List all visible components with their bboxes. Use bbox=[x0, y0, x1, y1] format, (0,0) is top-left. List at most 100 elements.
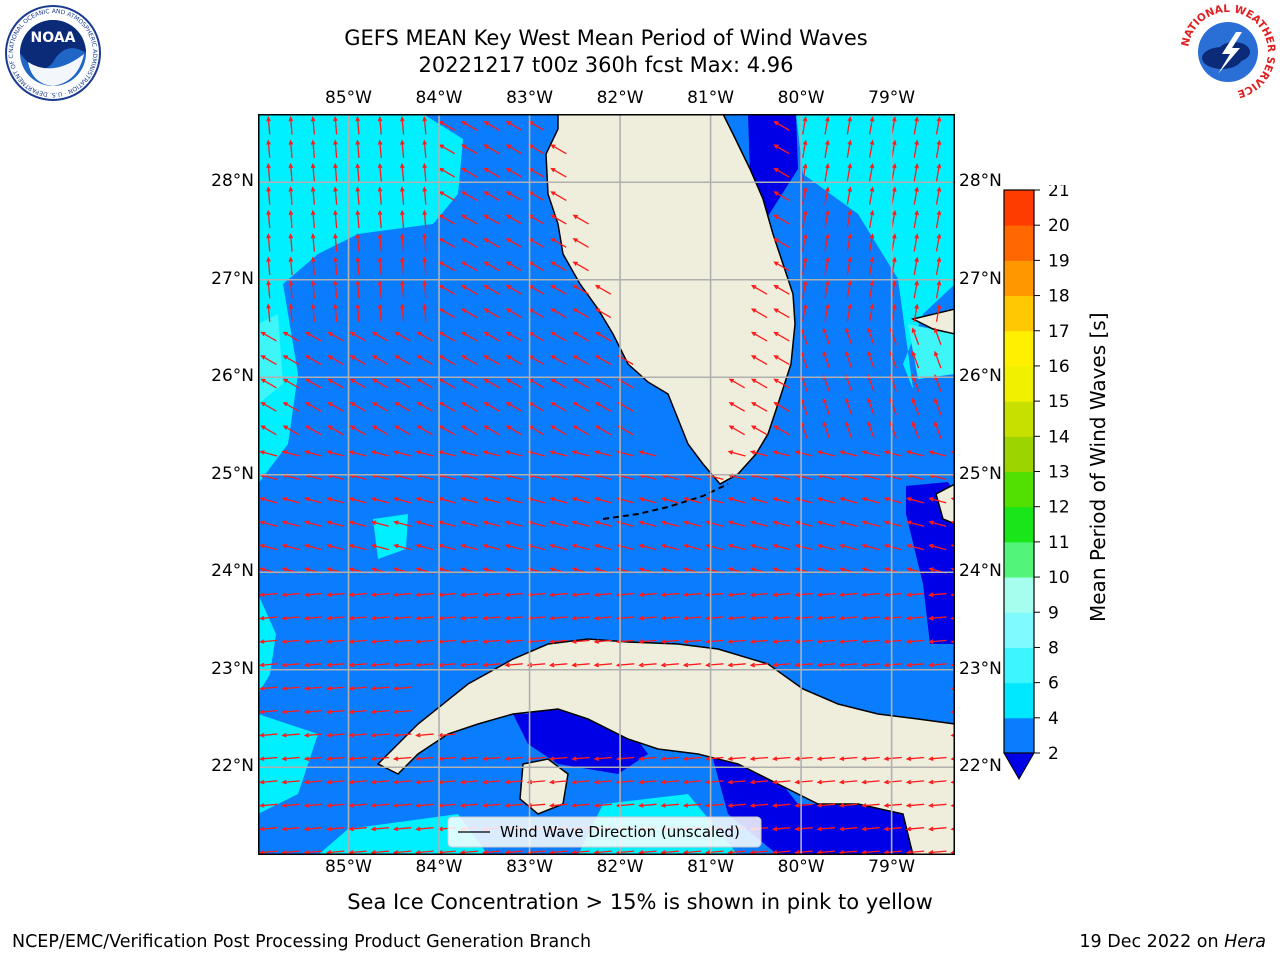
colorbar-segment bbox=[1004, 541, 1034, 578]
wave-direction-arrow bbox=[867, 350, 875, 369]
wave-direction-arrow bbox=[771, 615, 791, 621]
lat-tick-label: 28°N bbox=[211, 171, 254, 192]
wave-direction-arrow bbox=[392, 686, 412, 691]
lat-tick-label: 25°N bbox=[959, 463, 1002, 484]
wave-direction-arrow bbox=[325, 709, 345, 715]
wave-direction-arrow bbox=[288, 139, 294, 158]
wave-direction-arrow bbox=[861, 615, 880, 621]
wave-direction-arrow bbox=[370, 662, 390, 668]
wave-direction-arrow bbox=[548, 592, 568, 598]
wave-direction-arrow bbox=[377, 209, 383, 229]
wave-direction-arrow bbox=[728, 378, 745, 389]
wave-direction-arrow bbox=[883, 520, 902, 527]
wave-direction-arrow bbox=[905, 662, 925, 668]
wave-direction-arrow bbox=[266, 256, 271, 276]
wave-direction-arrow bbox=[504, 450, 523, 457]
wave-direction-arrow bbox=[868, 303, 875, 322]
wave-direction-arrow bbox=[266, 303, 271, 322]
wave-direction-arrow bbox=[750, 425, 768, 436]
wave-direction-arrow bbox=[883, 615, 902, 621]
wave-direction-arrow bbox=[371, 378, 389, 389]
wave-direction-arrow bbox=[868, 162, 875, 182]
wave-direction-arrow bbox=[288, 186, 294, 205]
wave-direction-arrow bbox=[772, 543, 791, 551]
wave-direction-arrow bbox=[461, 308, 478, 319]
wave-direction-arrow bbox=[281, 543, 300, 551]
wave-direction-arrow bbox=[822, 350, 831, 369]
wave-direction-arrow bbox=[883, 756, 902, 761]
wave-direction-arrow bbox=[839, 543, 858, 551]
wave-direction-arrow bbox=[705, 639, 724, 644]
wave-direction-arrow bbox=[288, 233, 294, 252]
wave-direction-arrow bbox=[526, 615, 546, 621]
wave-direction-arrow bbox=[638, 450, 657, 457]
wave-direction-arrow bbox=[594, 401, 612, 412]
wave-direction-arrow bbox=[281, 639, 300, 644]
wave-direction-arrow bbox=[682, 779, 702, 785]
wave-direction-arrow bbox=[310, 186, 316, 205]
wave-direction-arrow bbox=[370, 686, 390, 691]
wave-direction-arrow bbox=[459, 803, 479, 808]
wave-direction-arrow bbox=[773, 331, 790, 342]
wave-direction-arrow bbox=[526, 756, 546, 761]
wave-direction-arrow bbox=[526, 779, 546, 785]
wave-direction-arrow bbox=[638, 803, 657, 808]
wave-direction-arrow bbox=[333, 139, 338, 158]
wave-direction-arrow bbox=[802, 233, 808, 252]
wave-direction-arrow bbox=[571, 497, 590, 504]
wave-direction-arrow bbox=[355, 279, 361, 299]
wave-direction-arrow bbox=[660, 639, 679, 644]
colorbar-segment bbox=[1004, 190, 1034, 226]
wave-direction-arrow bbox=[303, 639, 323, 644]
lon-tick-label: 81°W bbox=[687, 88, 735, 108]
land-isla-juventud bbox=[519, 758, 569, 815]
lat-tick-label: 23°N bbox=[959, 658, 1002, 679]
wave-direction-arrow bbox=[802, 209, 808, 229]
noaa-logo: NATIONAL OCEANIC AND ATMOSPHERIC ADMINIS… bbox=[4, 4, 101, 101]
wave-direction-arrow bbox=[838, 639, 858, 644]
wave-direction-arrow bbox=[683, 543, 702, 551]
wave-direction-arrow bbox=[794, 662, 813, 668]
wave-direction-arrow bbox=[483, 378, 500, 389]
colorbar-tick-label: 9 bbox=[1048, 603, 1059, 623]
wave-direction-arrow bbox=[325, 639, 345, 644]
wave-direction-arrow bbox=[325, 615, 345, 621]
wave-direction-arrow bbox=[505, 378, 522, 389]
wave-direction-arrow bbox=[348, 520, 367, 527]
wave-direction-arrow bbox=[281, 592, 300, 598]
wave-direction-arrow bbox=[773, 121, 790, 131]
wave-direction-arrow bbox=[549, 543, 568, 551]
wave-direction-arrow bbox=[281, 497, 300, 504]
lat-tick-label: 22°N bbox=[211, 756, 254, 777]
wave-direction-arrow bbox=[438, 378, 456, 389]
chart-subtitle-run: 20221217 t00z 360h fcst Max: 4.96 bbox=[418, 53, 794, 77]
wave-direction-arrow bbox=[883, 497, 902, 504]
wave-direction-arrow bbox=[281, 756, 300, 761]
wave-direction-arrow bbox=[304, 355, 322, 365]
wave-direction-arrow bbox=[838, 779, 858, 785]
lon-tick-label: 85°W bbox=[325, 857, 372, 877]
wave-direction-arrow bbox=[288, 209, 294, 229]
wave-direction-arrow bbox=[370, 756, 390, 761]
colorbar-segment bbox=[1004, 401, 1034, 437]
wave-direction-arrow bbox=[935, 162, 942, 182]
wave-direction-arrow bbox=[416, 425, 433, 436]
wave-direction-arrow bbox=[824, 162, 830, 182]
wave-direction-arrow bbox=[905, 803, 925, 808]
wave-direction-arrow bbox=[348, 639, 367, 644]
wave-direction-arrow bbox=[526, 803, 546, 808]
wave-direction-arrow bbox=[281, 826, 300, 832]
wave-direction-arrow bbox=[371, 331, 389, 342]
wave-direction-arrow bbox=[459, 592, 479, 598]
wave-direction-arrow bbox=[348, 779, 367, 785]
wave-direction-arrow bbox=[348, 450, 367, 457]
wave-direction-arrow bbox=[325, 592, 345, 598]
wave-direction-arrow bbox=[749, 615, 769, 621]
legend: Wind Wave Direction (unscaled) bbox=[447, 816, 762, 848]
wave-direction-arrow bbox=[861, 826, 880, 832]
wave-direction-arrow bbox=[593, 756, 613, 761]
wave-direction-arrow bbox=[550, 261, 567, 272]
wave-direction-arrow bbox=[461, 214, 478, 225]
wave-direction-arrow bbox=[505, 261, 522, 272]
wave-direction-arrow bbox=[370, 520, 389, 527]
